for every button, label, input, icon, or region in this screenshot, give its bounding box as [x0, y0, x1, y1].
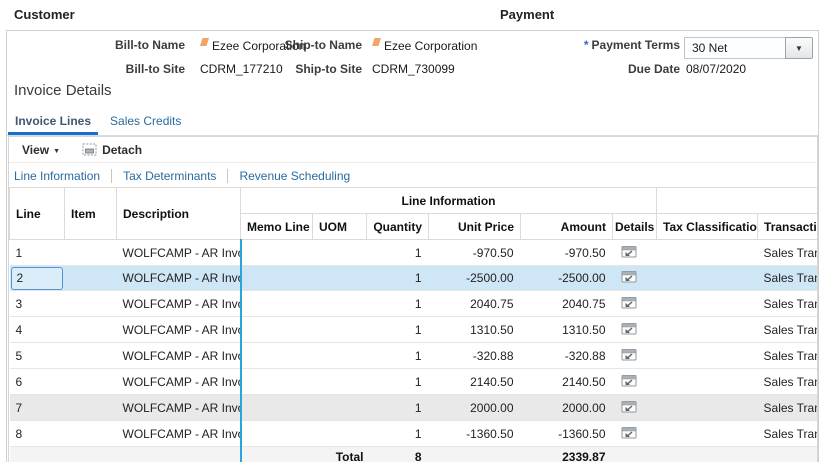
main-panel: Bill-to Name Ezee Corporation Bill-to Si…	[6, 30, 819, 462]
due-date-value: 08/07/2020	[686, 62, 747, 76]
column-header-details[interactable]: Details	[611, 213, 658, 240]
chevron-down-icon: ▼	[53, 147, 61, 155]
column-header-uom[interactable]: UOM	[312, 213, 367, 240]
customer-section-title: Customer	[14, 7, 75, 22]
details-icon[interactable]	[621, 296, 637, 309]
details-icon[interactable]	[621, 374, 637, 387]
details-icon[interactable]	[621, 245, 637, 258]
total-label: Total	[239, 446, 367, 462]
view-menu-button[interactable]: View ▼	[22, 142, 61, 157]
bill-to-name-label: Bill-to Name	[114, 38, 185, 52]
table-row[interactable]: 6 WOLFCAMP - AR Invoice 1 2140.50 2140.5…	[9, 368, 817, 395]
tab-invoice-lines[interactable]: Invoice Lines	[8, 109, 99, 135]
table-row[interactable]: 4 WOLFCAMP - AR Invoice 1 1310.50 1310.5…	[9, 316, 817, 343]
column-header-description[interactable]: Description	[116, 187, 241, 240]
tab-sales-credits[interactable]: Sales Credits	[110, 114, 182, 128]
payment-terms-label: * Payment Terms	[583, 38, 680, 52]
payment-terms-input[interactable]: 30 Net	[684, 37, 785, 59]
invoice-lines-body: 1 WOLFCAMP - AR Invoice 1 -970.50 -970.5…	[9, 239, 817, 447]
table-row[interactable]: 7 WOLFCAMP - AR Invoice 1 2000.00 2000.0…	[9, 394, 817, 421]
table-row[interactable]: 5 WOLFCAMP - AR Invoice 1 -320.88 -320.8…	[9, 342, 817, 369]
total-quantity: 8	[366, 446, 429, 462]
bill-to-site-value: CDRM_177210	[200, 62, 283, 76]
detach-icon	[82, 143, 97, 156]
payment-terms-dropdown-button[interactable]: ▼	[785, 37, 813, 59]
invoice-details-title: Invoice Details	[14, 82, 112, 99]
table-row[interactable]: 8 WOLFCAMP - AR Invoice 1 -1360.50 -1360…	[9, 420, 817, 447]
ship-to-site-label: Ship-to Site	[295, 62, 362, 76]
column-header-memo-line[interactable]: Memo Line	[240, 213, 313, 240]
changed-flag-icon	[372, 38, 381, 46]
ship-to-name-value: Ezee Corporation	[372, 38, 477, 53]
group-header-empty	[656, 187, 817, 214]
details-icon[interactable]	[621, 348, 637, 361]
table-row[interactable]: 2 WOLFCAMP - AR Invoice 1 -2500.00 -2500…	[9, 265, 817, 291]
table-row[interactable]: 1 WOLFCAMP - AR Invoice 1 -970.50 -970.5…	[9, 239, 817, 266]
required-indicator: *	[583, 38, 589, 52]
column-header-amount[interactable]: Amount	[520, 213, 613, 240]
invoice-lines-panel: View ▼ Detach Line Information Tax Determ…	[8, 136, 818, 462]
bill-to-name-value: Ezee Corporation	[200, 38, 305, 53]
details-icon[interactable]	[621, 270, 637, 283]
details-icon[interactable]	[621, 426, 637, 439]
bill-to-site-label: Bill-to Site	[125, 62, 185, 76]
details-icon[interactable]	[621, 400, 637, 413]
payment-section-title: Payment	[500, 7, 555, 22]
table-links-bar: Line Information Tax Determinants Revenu…	[9, 164, 817, 187]
details-icon[interactable]	[621, 322, 637, 335]
link-revenue-scheduling[interactable]: Revenue Scheduling	[227, 168, 361, 183]
ship-to-site-value: CDRM_730099	[372, 62, 455, 76]
column-header-line[interactable]: Line	[9, 187, 65, 240]
column-header-tax-classification[interactable]: Tax Classification	[656, 213, 759, 240]
column-header-transaction[interactable]: Transactio	[757, 213, 817, 240]
column-header-quantity[interactable]: Quantity	[366, 213, 429, 240]
payment-terms-combobox[interactable]: 30 Net ▼	[684, 37, 813, 59]
invoice-lines-table-wrap: Line Item Description Line Information M…	[9, 187, 817, 462]
table-row[interactable]: 3 WOLFCAMP - AR Invoice 1 2040.75 2040.7…	[9, 290, 817, 317]
changed-flag-icon	[200, 38, 209, 46]
table-toolbar: View ▼ Detach	[9, 137, 817, 163]
invoice-details-tabbar: Invoice Lines Sales Credits	[7, 108, 818, 136]
link-tax-determinants[interactable]: Tax Determinants	[111, 168, 227, 183]
table-header: Line Item Description Line Information M…	[9, 187, 817, 240]
group-header-line-information: Line Information	[239, 187, 658, 214]
ship-to-name-label: Ship-to Name	[284, 38, 362, 52]
column-header-item[interactable]: Item	[64, 187, 117, 240]
total-amount: 2339.87	[520, 446, 613, 462]
chevron-down-icon: ▼	[795, 43, 803, 53]
due-date-label: Due Date	[627, 62, 680, 76]
invoice-lines-table: Line Item Description Line Information M…	[9, 187, 817, 462]
link-line-information[interactable]: Line Information	[14, 168, 101, 183]
column-header-unit-price[interactable]: Unit Price	[428, 213, 521, 240]
total-row: Total 8 2339.87	[9, 446, 817, 462]
detach-button[interactable]: Detach	[82, 143, 142, 157]
